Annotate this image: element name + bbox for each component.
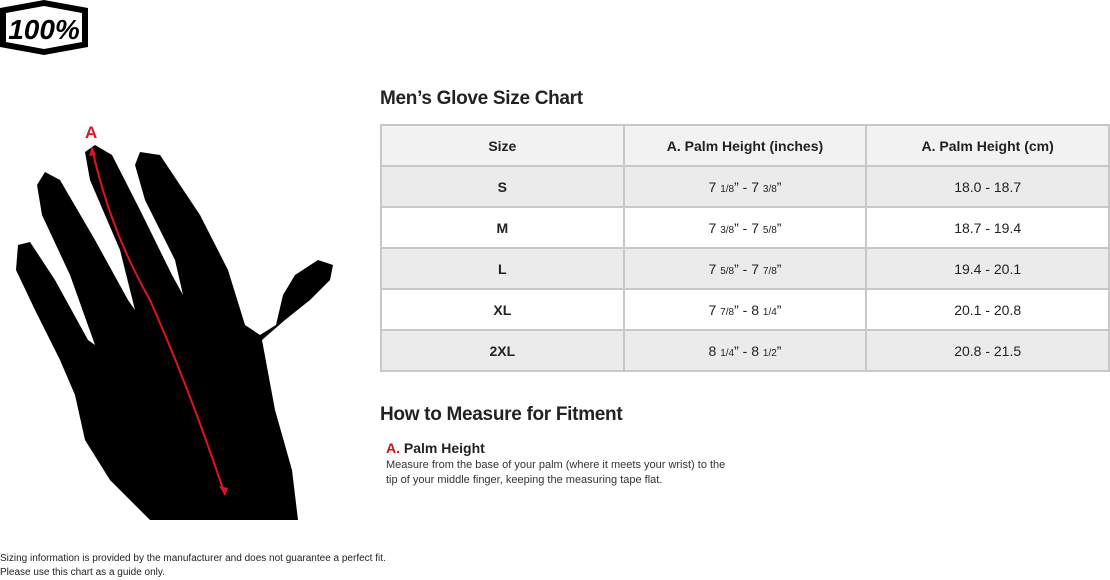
disclaimer: Sizing information is provided by the ma… bbox=[0, 552, 386, 580]
measure-title: How to Measure for Fitment bbox=[380, 404, 623, 425]
size-cell: XL bbox=[380, 288, 625, 331]
table-row: S 7 1/8” - 7 3/8” 18.0 - 18.7 bbox=[380, 165, 1110, 208]
cm-cell: 20.1 - 20.8 bbox=[865, 288, 1110, 331]
cm-cell: 19.4 - 20.1 bbox=[865, 247, 1110, 290]
svg-text:100%: 100% bbox=[8, 14, 80, 45]
header-cm: A. Palm Height (cm) bbox=[865, 124, 1110, 167]
marker-label: A bbox=[85, 123, 97, 142]
header-inches: A. Palm Height (inches) bbox=[622, 124, 868, 167]
disclaimer-line-2: Please use this chart as a guide only. bbox=[0, 567, 165, 578]
size-cell: S bbox=[380, 165, 625, 208]
brand-logo: 100% bbox=[0, 0, 88, 55]
table-row: 2XL 8 1/4” - 8 1/2” 20.8 - 21.5 bbox=[380, 329, 1110, 372]
measure-arrow bbox=[91, 147, 226, 496]
hand-silhouette bbox=[16, 145, 333, 520]
cm-cell: 18.7 - 19.4 bbox=[865, 206, 1110, 249]
disclaimer-line-1: Sizing information is provided by the ma… bbox=[0, 553, 386, 564]
measure-text-2: tip of your middle finger, keeping the m… bbox=[386, 474, 663, 486]
measure-label: Palm Height bbox=[403, 440, 485, 456]
size-cell: 2XL bbox=[380, 329, 625, 372]
inches-cell: 7 7/8” - 8 1/4” bbox=[622, 288, 868, 331]
inches-cell: 8 1/4” - 8 1/2” bbox=[622, 329, 868, 372]
measure-text-1: Measure from the base of your palm (wher… bbox=[386, 459, 726, 471]
inches-cell: 7 3/8” - 7 5/8” bbox=[622, 206, 868, 249]
size-cell: L bbox=[380, 247, 625, 290]
chart-title: Men’s Glove Size Chart bbox=[380, 88, 583, 109]
hand-diagram: A bbox=[16, 123, 333, 520]
measure-instructions: A. Palm Height Measure from the base of … bbox=[386, 441, 736, 488]
inches-cell: 7 1/8” - 7 3/8” bbox=[622, 165, 868, 208]
cm-cell: 18.0 - 18.7 bbox=[865, 165, 1110, 208]
cm-cell: 20.8 - 21.5 bbox=[865, 329, 1110, 372]
measure-letter: A. bbox=[386, 440, 400, 456]
table-row: L 7 5/8” - 7 7/8” 19.4 - 20.1 bbox=[380, 247, 1110, 290]
size-table: Size A. Palm Height (inches) A. Palm Hei… bbox=[380, 124, 1110, 372]
inches-cell: 7 5/8” - 7 7/8” bbox=[622, 247, 868, 290]
table-row: M 7 3/8” - 7 5/8” 18.7 - 19.4 bbox=[380, 206, 1110, 249]
size-cell: M bbox=[380, 206, 625, 249]
table-row: XL 7 7/8” - 8 1/4” 20.1 - 20.8 bbox=[380, 288, 1110, 331]
header-size: Size bbox=[380, 124, 625, 167]
table-header: Size A. Palm Height (inches) A. Palm Hei… bbox=[380, 124, 1110, 167]
